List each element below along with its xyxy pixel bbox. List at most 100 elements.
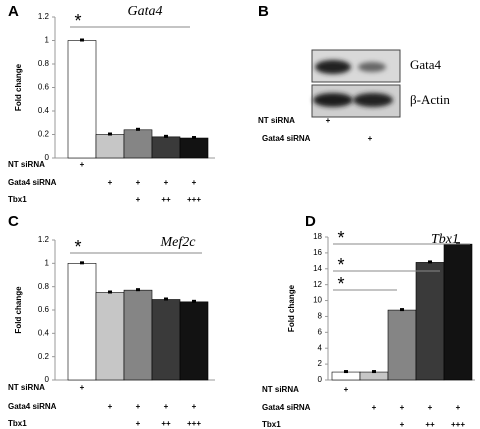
bar-cap — [136, 288, 140, 292]
bar — [151, 299, 181, 381]
condition-mark: + — [400, 420, 405, 429]
panel-letter: A — [8, 3, 19, 20]
bar — [331, 371, 361, 381]
bar — [123, 129, 153, 159]
significance-star: * — [337, 255, 344, 275]
y-tick-label: 0 — [45, 375, 50, 384]
bar-cap — [136, 127, 140, 131]
y-tick-label: 18 — [313, 232, 322, 241]
bar — [67, 263, 97, 381]
y-tick-label: 0.4 — [38, 106, 50, 115]
y-tick-label: 1.2 — [38, 235, 50, 244]
condition-mark: + — [192, 402, 197, 411]
significance-star: * — [74, 11, 81, 31]
condition-mark: +++ — [187, 419, 201, 428]
condition-mark: + — [428, 403, 433, 412]
bar — [387, 309, 417, 381]
significance-star: * — [74, 237, 81, 257]
condition-mark: ++ — [161, 419, 171, 428]
condition-label: NT siRNA — [262, 385, 299, 394]
condition-label: NT siRNA — [258, 116, 295, 125]
chart-title: Mef2c — [160, 235, 197, 250]
bar-cap — [80, 261, 84, 265]
bar-cap — [400, 308, 404, 312]
bar-cap — [192, 299, 196, 303]
band-label: β-Actin — [410, 92, 450, 107]
bar — [95, 292, 125, 381]
condition-mark: + — [326, 116, 331, 125]
significance-star: * — [337, 274, 344, 294]
panel-letter: D — [305, 213, 316, 230]
condition-label: Gata4 siRNA — [262, 403, 311, 412]
condition-mark: + — [164, 402, 169, 411]
condition-mark: + — [80, 160, 85, 169]
y-tick-label: 0 — [318, 375, 323, 384]
condition-label: Gata4 siRNA — [8, 178, 57, 187]
bar — [359, 371, 389, 381]
bar — [95, 134, 125, 159]
condition-mark: +++ — [187, 195, 201, 204]
condition-mark: + — [108, 178, 113, 187]
condition-mark: + — [456, 403, 461, 412]
blot-band — [313, 93, 353, 107]
bar — [67, 40, 97, 159]
condition-mark: + — [136, 419, 141, 428]
y-axis-label: Fold change — [287, 284, 296, 332]
y-tick-label: 0.6 — [38, 305, 50, 314]
y-tick-label: 0.8 — [38, 59, 50, 68]
y-tick-label: 1 — [45, 258, 50, 267]
bar-cap — [372, 370, 376, 374]
y-tick-label: 16 — [313, 248, 322, 257]
condition-mark: + — [372, 403, 377, 412]
condition-label: Gata4 siRNA — [262, 134, 311, 143]
condition-mark: + — [344, 385, 349, 394]
y-tick-label: 0.6 — [38, 83, 50, 92]
bar — [415, 262, 445, 381]
y-tick-label: 10 — [313, 296, 322, 305]
bar — [443, 243, 473, 381]
condition-label: Tbx1 — [8, 419, 27, 428]
bar-cap — [428, 260, 432, 264]
chart-panel: C Mef2c Fold change 0 0.2 0.4 0.6 0.8 1 1.2 NT siR… — [8, 213, 215, 428]
y-tick-label: 0.2 — [38, 130, 50, 139]
band-label: Gata4 — [410, 57, 442, 72]
y-tick-label: 4 — [318, 343, 323, 352]
condition-label: Gata4 siRNA — [8, 402, 57, 411]
condition-mark: + — [164, 178, 169, 187]
y-tick-label: 2 — [318, 359, 323, 368]
bar-cap — [164, 297, 168, 301]
significance-star: * — [337, 228, 344, 248]
chart-title: Tbx1 — [431, 232, 459, 247]
condition-label: Tbx1 — [262, 420, 281, 429]
bar-cap — [108, 290, 112, 294]
bar-cap — [344, 370, 348, 374]
condition-mark: + — [108, 402, 113, 411]
y-tick-label: 0 — [45, 153, 50, 162]
bar — [179, 301, 209, 381]
condition-mark: + — [400, 403, 405, 412]
bar-cap — [108, 132, 112, 136]
y-tick-label: 8 — [318, 312, 323, 321]
condition-mark: + — [136, 402, 141, 411]
condition-mark: ++ — [425, 420, 435, 429]
y-axis-label: Fold change — [14, 286, 23, 334]
y-tick-label: 0.8 — [38, 282, 50, 291]
bar — [123, 289, 153, 381]
y-tick-label: 6 — [318, 327, 323, 336]
blot-band — [315, 60, 351, 74]
blot-band — [353, 93, 393, 107]
bar — [151, 136, 181, 159]
condition-mark: + — [368, 134, 373, 143]
bar-cap — [164, 134, 168, 138]
chart-panel: D Tbx1 Fold change 0 2 4 6 8 10 12 14 16 18 NT siRNA +… — [262, 213, 475, 429]
blot-band — [358, 62, 386, 72]
y-tick-label: 14 — [313, 264, 322, 273]
condition-mark: ++ — [161, 195, 171, 204]
condition-mark: + — [192, 178, 197, 187]
panel-letter: C — [8, 213, 19, 230]
condition-mark: + — [136, 195, 141, 204]
y-tick-label: 1.2 — [38, 12, 50, 21]
bar-cap — [192, 136, 196, 140]
condition-mark: +++ — [451, 420, 465, 429]
